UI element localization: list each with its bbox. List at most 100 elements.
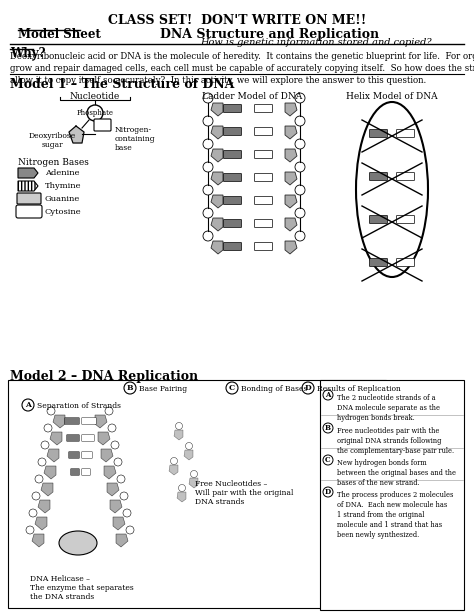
FancyBboxPatch shape [255,243,273,251]
Text: Cytosine: Cytosine [45,208,82,216]
Circle shape [111,441,119,449]
Text: Model 1 – The Structure of DNA: Model 1 – The Structure of DNA [10,78,234,91]
Circle shape [124,382,136,394]
Text: Nucleotide: Nucleotide [70,92,120,101]
Polygon shape [110,500,122,513]
Polygon shape [69,126,84,143]
Polygon shape [113,517,125,530]
Text: Why?: Why? [10,47,46,60]
Polygon shape [189,478,198,488]
Text: B: B [127,384,133,392]
Polygon shape [285,218,297,231]
FancyBboxPatch shape [255,104,273,113]
FancyBboxPatch shape [16,205,42,218]
Circle shape [123,509,131,517]
Circle shape [323,423,333,433]
Text: B: B [325,424,331,432]
Circle shape [32,492,40,500]
Circle shape [203,93,213,103]
Text: Thymine: Thymine [45,182,82,190]
Polygon shape [50,432,62,445]
Polygon shape [211,126,223,139]
Text: Model 2 – DNA Replication: Model 2 – DNA Replication [10,370,198,383]
Circle shape [38,458,46,466]
FancyBboxPatch shape [255,173,273,181]
FancyBboxPatch shape [69,452,79,459]
FancyBboxPatch shape [224,151,241,159]
Text: Results of Replication: Results of Replication [317,385,401,393]
Text: Bonding of Bases: Bonding of Bases [241,385,307,393]
FancyBboxPatch shape [224,128,241,135]
Text: Free nucleotides pair with the
original DNA strands following
the complementary-: Free nucleotides pair with the original … [337,427,454,455]
Text: New hydrogen bonds form
between the original bases and the
bases of the new stra: New hydrogen bonds form between the orig… [337,459,456,487]
Circle shape [295,231,305,241]
Polygon shape [101,449,113,462]
Polygon shape [116,534,128,547]
FancyBboxPatch shape [396,216,414,224]
Circle shape [226,382,238,394]
Text: D: D [325,488,331,496]
Text: The 2 nucleotide strands of a
DNA molecule separate as the
hydrogen bonds break.: The 2 nucleotide strands of a DNA molecu… [337,394,440,422]
Text: Nitrogen Bases: Nitrogen Bases [18,158,89,167]
Polygon shape [107,483,119,496]
Polygon shape [41,483,53,496]
Circle shape [175,422,182,430]
Text: DNA Structure and Replication: DNA Structure and Replication [160,28,379,41]
Polygon shape [285,195,297,208]
Polygon shape [38,500,50,513]
Text: Separation of Strands: Separation of Strands [37,402,121,410]
Circle shape [191,471,198,478]
Ellipse shape [59,531,97,555]
Text: A: A [325,391,331,399]
Polygon shape [211,241,223,254]
FancyBboxPatch shape [370,216,388,224]
Text: D: D [305,384,311,392]
Circle shape [203,116,213,126]
FancyBboxPatch shape [255,128,273,135]
Circle shape [295,185,305,195]
FancyBboxPatch shape [255,197,273,205]
FancyBboxPatch shape [224,104,241,113]
Circle shape [26,526,34,534]
Polygon shape [169,465,178,475]
FancyBboxPatch shape [82,435,94,441]
Polygon shape [285,172,297,185]
FancyBboxPatch shape [67,435,79,441]
Text: Helix Model of DNA: Helix Model of DNA [346,92,438,101]
Circle shape [120,492,128,500]
Circle shape [295,162,305,172]
Text: Phosphate: Phosphate [76,109,113,117]
Circle shape [47,407,55,415]
Polygon shape [285,103,297,116]
Text: DNA Helicase –
The enzyme that separates
the DNA strands: DNA Helicase – The enzyme that separates… [30,575,134,601]
Polygon shape [47,449,59,462]
FancyBboxPatch shape [82,469,91,475]
Polygon shape [98,432,110,445]
Circle shape [203,231,213,241]
Circle shape [44,424,52,432]
Polygon shape [184,450,193,460]
Circle shape [203,162,213,172]
FancyBboxPatch shape [320,380,464,610]
Polygon shape [53,415,65,428]
FancyBboxPatch shape [82,417,96,424]
Circle shape [295,139,305,149]
Circle shape [117,475,125,483]
Circle shape [302,382,314,394]
Text: How is genetic information stored and copied?: How is genetic information stored and co… [200,38,432,47]
Text: Deoxyribonucleic acid or DNA is the molecule of heredity.  It contains the genet: Deoxyribonucleic acid or DNA is the mole… [10,52,474,85]
FancyBboxPatch shape [370,259,388,267]
Circle shape [185,443,192,449]
Polygon shape [104,466,116,479]
Circle shape [203,139,213,149]
Circle shape [114,458,122,466]
Polygon shape [211,103,223,116]
Circle shape [203,208,213,218]
FancyBboxPatch shape [370,172,388,180]
Text: A: A [25,401,31,409]
Text: C: C [325,456,331,464]
Text: Free Nucleotides –
Will pair with the original
DNA strands: Free Nucleotides – Will pair with the or… [195,480,293,506]
Circle shape [295,208,305,218]
Circle shape [323,455,333,465]
Polygon shape [32,534,44,547]
